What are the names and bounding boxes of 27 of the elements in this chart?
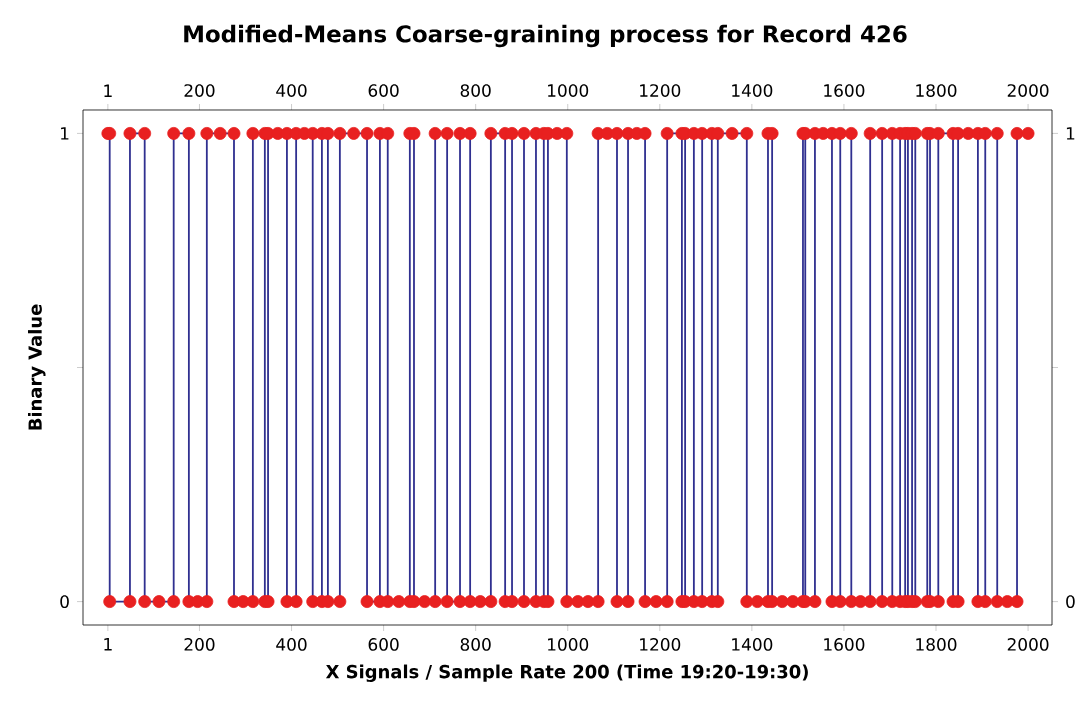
x2-tick-label: 400 bbox=[276, 638, 307, 651]
x-tick-label: 1800 bbox=[916, 84, 957, 97]
x-tick-label: 400 bbox=[276, 84, 307, 97]
x2-tick-label: 200 bbox=[184, 638, 215, 651]
x2-tick-label: 800 bbox=[460, 638, 491, 651]
y-axis-title: Binary Value bbox=[28, 304, 46, 430]
x-axis-title: X Signals / Sample Rate 200 (Time 19:20-19:30) bbox=[325, 664, 808, 683]
x-tick-label: 1400 bbox=[732, 84, 773, 97]
x2-tick-label: 1800 bbox=[916, 638, 957, 651]
x2-tick-label: 1000 bbox=[548, 638, 589, 651]
x-tick-label: 800 bbox=[460, 84, 491, 97]
x2-tick-label: 1600 bbox=[824, 638, 865, 651]
x-tick-label: 2000 bbox=[1007, 84, 1049, 97]
x2-tick-label: 1200 bbox=[640, 638, 681, 651]
y2-tick-label: 1 bbox=[1066, 127, 1075, 140]
chart-title: Modified-Means Coarse-graining process for Record 426 bbox=[184, 24, 907, 48]
x2-tick-label: 1 bbox=[104, 638, 112, 651]
x-tick-label: 1600 bbox=[824, 84, 865, 97]
x-tick-label: 600 bbox=[368, 84, 399, 97]
x-tick-label: 200 bbox=[184, 84, 215, 97]
y2-tick-label: 0 bbox=[1066, 595, 1075, 609]
x-tick-label: 1000 bbox=[548, 84, 589, 97]
x-tick-label: 1200 bbox=[640, 84, 681, 97]
x-tick-label: 1 bbox=[104, 84, 112, 97]
x2-tick-label: 2000 bbox=[1007, 638, 1049, 651]
x2-tick-label: 600 bbox=[368, 638, 399, 651]
x2-tick-label: 1400 bbox=[732, 638, 773, 651]
